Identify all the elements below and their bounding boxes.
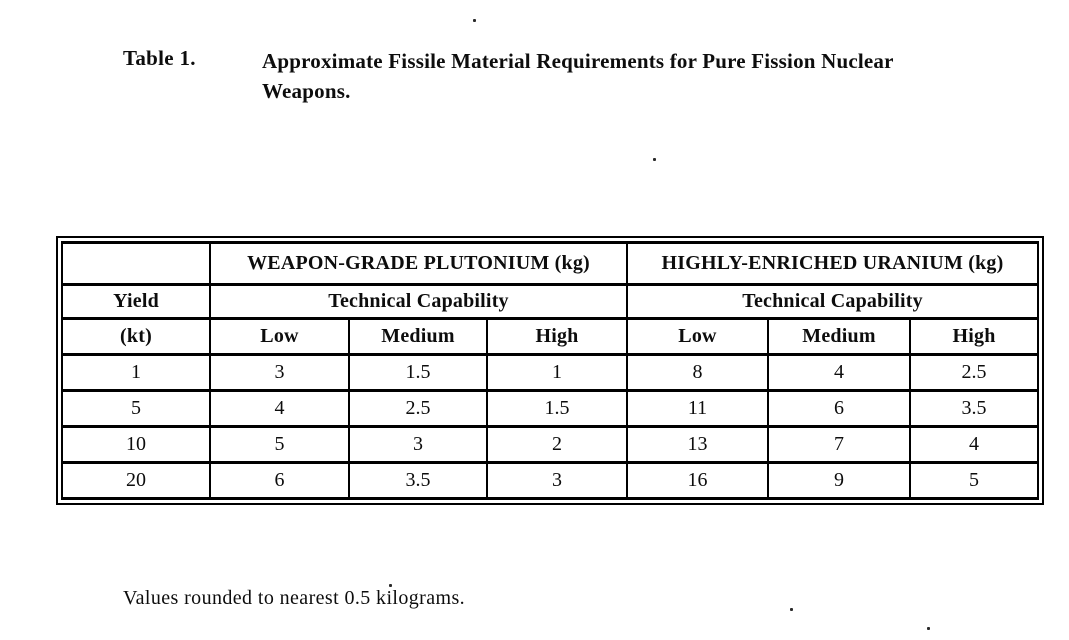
fissile-requirements-table: WEAPON-GRADE PLUTONIUM (kg) HIGHLY-ENRIC… [56, 236, 1045, 505]
pu-low-cell: 3 [209, 353, 350, 392]
heu-medium-cell: 7 [767, 425, 911, 464]
yield-unit-cell: (kt) [61, 317, 211, 356]
uranium-group-header: HIGHLY-ENRICHED URANIUM (kg) [625, 241, 1040, 286]
heu-high-header: High [908, 317, 1040, 356]
heu-low-cell: 11 [626, 389, 769, 428]
pu-medium-cell: 3.5 [348, 461, 488, 500]
pu-low-cell: 4 [209, 389, 350, 428]
heu-high-cell: 5 [908, 461, 1040, 500]
heu-low-cell: 8 [626, 353, 769, 392]
table-row: 1 3 1.5 1 8 4 2.5 [61, 353, 1040, 392]
pu-low-cell: 5 [209, 425, 350, 464]
heu-high-cell: 4 [908, 425, 1040, 464]
heu-medium-cell: 4 [767, 353, 911, 392]
pu-high-cell: 2 [486, 425, 628, 464]
scan-noise-speck [473, 19, 476, 22]
pu-low-header: Low [209, 317, 350, 356]
pu-medium-cell: 3 [348, 425, 488, 464]
heu-medium-cell: 9 [767, 461, 911, 500]
heu-medium-cell: 6 [767, 389, 911, 428]
heu-low-cell: 13 [626, 425, 769, 464]
table-caption-text: Approximate Fissile Material Requirement… [262, 49, 894, 103]
heu-low-header: Low [626, 317, 769, 356]
pu-medium-header: Medium [348, 317, 488, 356]
capability-header-row: Yield Technical Capability Technical Cap… [61, 283, 1040, 320]
table-row: 10 5 3 2 13 7 4 [61, 425, 1040, 464]
pu-high-cell: 1 [486, 353, 628, 392]
pu-high-cell: 1.5 [486, 389, 628, 428]
pu-medium-cell: 1.5 [348, 353, 488, 392]
heu-capability-header: Technical Capability [625, 283, 1040, 320]
scan-noise-speck [653, 158, 656, 161]
heu-high-cell: 2.5 [908, 353, 1040, 392]
table-row: 5 4 2.5 1.5 11 6 3.5 [61, 389, 1040, 428]
yield-cell: 20 [61, 461, 211, 500]
pu-medium-cell: 2.5 [348, 389, 488, 428]
yield-header-cell: Yield [61, 283, 211, 320]
yield-cell: 10 [61, 425, 211, 464]
table-row: 20 6 3.5 3 16 9 5 [61, 461, 1040, 500]
plutonium-group-header: WEAPON-GRADE PLUTONIUM (kg) [209, 241, 628, 286]
level-header-row: (kt) Low Medium High Low Medium High [61, 317, 1040, 356]
heu-low-cell: 16 [626, 461, 769, 500]
heu-medium-header: Medium [767, 317, 911, 356]
scan-noise-speck [389, 584, 392, 587]
scan-noise-speck [790, 608, 793, 611]
yield-cell: 1 [61, 353, 211, 392]
heu-high-cell: 3.5 [908, 389, 1040, 428]
pu-low-cell: 6 [209, 461, 350, 500]
pu-high-cell: 3 [486, 461, 628, 500]
table-footnote: Values rounded to nearest 0.5 kilograms. [123, 587, 466, 609]
pu-capability-header: Technical Capability [209, 283, 628, 320]
table-caption-number: Table 1. [123, 46, 196, 70]
group-header-row: WEAPON-GRADE PLUTONIUM (kg) HIGHLY-ENRIC… [61, 241, 1040, 286]
pu-high-header: High [486, 317, 628, 356]
corner-cell [61, 241, 211, 286]
scan-noise-speck [927, 627, 930, 630]
yield-cell: 5 [61, 389, 211, 428]
